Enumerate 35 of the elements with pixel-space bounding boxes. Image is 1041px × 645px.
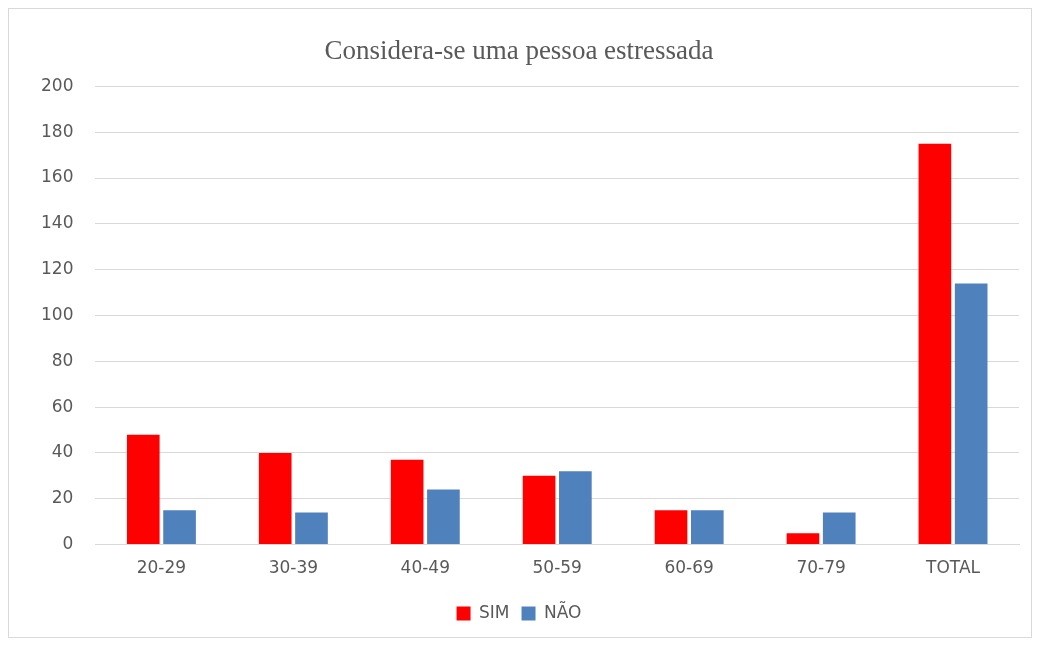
x-tick-label: 30-39: [268, 557, 319, 578]
bar: [822, 512, 856, 545]
x-tick-label: 60-69: [664, 557, 714, 578]
bar: [295, 512, 328, 545]
y-tick-label: 120: [40, 258, 74, 279]
bar: [654, 510, 688, 545]
bar: [427, 489, 460, 545]
y-tick-label: 200: [40, 74, 74, 95]
y-tick-label: 60: [51, 395, 74, 416]
x-tick-label: 70-79: [796, 557, 846, 578]
y-tick-label: 180: [40, 120, 74, 141]
bar: [522, 475, 556, 545]
bar: [126, 434, 160, 545]
bar: [918, 143, 952, 545]
y-tick-label: 100: [40, 303, 74, 324]
bar: [163, 510, 196, 545]
y-tick-label: 0: [62, 533, 74, 554]
y-tick-label: 20: [51, 487, 74, 508]
x-tick-label: TOTAL: [925, 557, 981, 578]
y-tick-label: 80: [51, 349, 74, 370]
y-tick-label: 40: [51, 441, 74, 462]
bar: [954, 283, 988, 545]
bar: [258, 452, 292, 545]
legend-label: NÃO: [544, 600, 582, 622]
x-tick-label: 50-59: [532, 557, 582, 578]
bar: [690, 510, 724, 545]
x-tick-label: 40-49: [400, 557, 450, 578]
y-tick-label: 140: [40, 212, 74, 233]
legend-label: SIM: [479, 601, 510, 622]
chart-title: Considera-se uma pessoa estressada: [324, 35, 714, 66]
x-tick-label: 20-29: [136, 557, 187, 578]
bar: [786, 533, 820, 545]
bar: [559, 471, 592, 545]
y-tick-label: 160: [40, 166, 74, 187]
bar: [390, 459, 424, 545]
